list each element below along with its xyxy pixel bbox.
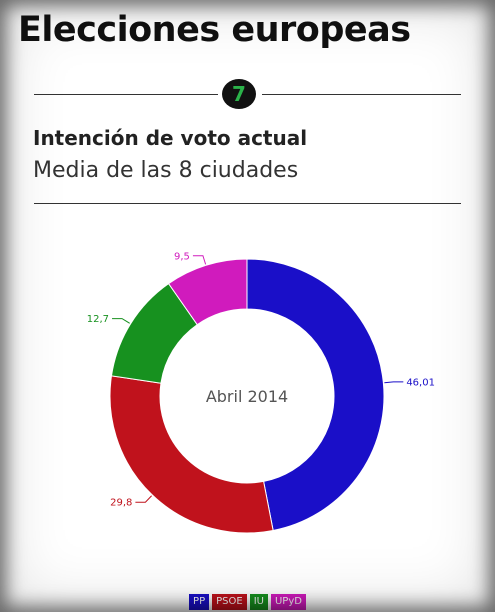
divider-left (34, 94, 218, 95)
leader-line-pp (384, 381, 404, 384)
section-number-badge: 7 (222, 79, 256, 109)
divider-right (262, 94, 461, 95)
chart-subtitle: Intención de voto actual (33, 126, 308, 150)
chart-caption: Media de las 8 ciudades (33, 158, 299, 183)
legend-item-iu: IU (249, 594, 268, 610)
data-label-upyd: 9,5 (174, 251, 190, 262)
leader-line-iu (112, 318, 130, 324)
data-label-pp: 46,01 (406, 377, 435, 388)
donut-chart: 46,01 29,8 12,7 9,5 Abril 2014 (87, 251, 435, 534)
page-title: Elecciones europeas (18, 10, 411, 50)
leader-line-psoe (135, 495, 152, 503)
data-label-iu: 12,7 (87, 314, 109, 325)
donut-center-label: Abril 2014 (206, 387, 288, 406)
chart-legend: PP PSOE IU UPyD (0, 594, 495, 610)
donut-slice-psoe (109, 375, 274, 534)
data-label-psoe: 29,8 (110, 498, 132, 509)
divider-bottom (34, 203, 461, 204)
legend-item-psoe: PSOE (212, 594, 247, 610)
legend-item-pp: PP (189, 594, 210, 610)
legend-item-upyd: UPyD (270, 594, 306, 610)
donut-slice-upyd (167, 258, 248, 326)
donut-slice-pp (246, 258, 385, 532)
leader-line-upyd (192, 255, 207, 265)
